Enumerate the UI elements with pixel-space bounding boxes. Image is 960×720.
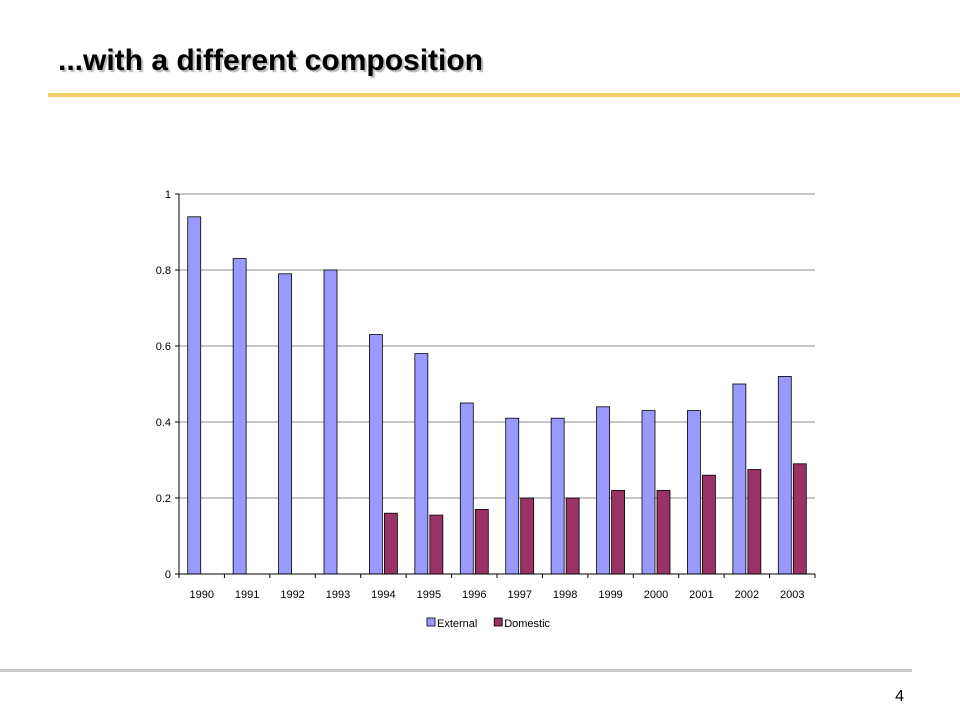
- y-tick-label: 0.2: [156, 493, 171, 505]
- x-tick-label: 1999: [598, 589, 622, 601]
- bar-external-1997: [505, 417, 520, 575]
- x-tick-label: 1990: [189, 589, 213, 601]
- x-tick-label: 1993: [326, 589, 350, 601]
- footer-divider: [0, 669, 912, 672]
- page-number: 4: [895, 688, 904, 705]
- y-tick-label: 0.8: [156, 265, 171, 277]
- title-divider: [48, 93, 960, 97]
- x-tick-label: 1991: [235, 589, 259, 601]
- bar-external-1994: [369, 334, 383, 575]
- x-tick-label: 1996: [462, 589, 486, 601]
- x-tick-label: 2000: [644, 589, 668, 601]
- bar-external-1998: [550, 417, 565, 575]
- axes: 0 0.2 0.4 0.6 0.8 1 1990 1991 1992 1993 1994 1995 19…: [156, 189, 816, 601]
- x-tick-label: 1998: [553, 589, 577, 601]
- bar-external-1999: [596, 406, 610, 575]
- slide-title: ...with a different composition: [58, 44, 484, 77]
- y-tick-label: 0.4: [156, 417, 171, 429]
- bar-domestic-1997: [520, 497, 535, 575]
- y-tick-label: 0: [165, 569, 171, 581]
- bar-external-2002: [732, 383, 747, 575]
- bar-domestic-2000: [656, 489, 671, 575]
- gridlines: [179, 193, 815, 499]
- x-tick-label: 1992: [280, 589, 304, 601]
- bar-external-1990: [187, 216, 202, 575]
- bar-external-1991: [232, 258, 247, 575]
- bar-domestic-1995: [429, 514, 444, 575]
- bar-external-2003: [777, 375, 792, 575]
- y-tick-label: 1: [165, 189, 171, 201]
- bar-domestic-2002: [747, 469, 762, 575]
- bar-domestic-2001: [702, 474, 716, 575]
- bar-domestic-2003: [792, 463, 807, 575]
- bar-external-1992: [278, 273, 292, 575]
- x-tick-label: 2002: [735, 589, 759, 601]
- bar-domestic-1998: [565, 497, 580, 575]
- bar-external-1996: [459, 402, 474, 575]
- x-tick-label: 1997: [507, 589, 531, 601]
- x-tick-label: 2001: [689, 589, 713, 601]
- bar-external-1993: [323, 269, 338, 575]
- legend-swatch-external: [426, 617, 436, 627]
- bar-domestic-1996: [474, 508, 489, 575]
- x-tick-label: 1995: [417, 589, 441, 601]
- y-tick-label: 0.6: [156, 341, 171, 353]
- bar-external-1995: [414, 353, 429, 575]
- bars: [187, 216, 807, 575]
- bar-external-2001: [687, 410, 701, 575]
- bar-domestic-1999: [611, 489, 625, 575]
- bar-domestic-1994: [384, 512, 398, 575]
- x-tick-label: 2003: [780, 589, 804, 601]
- x-tick-label: 1994: [371, 589, 395, 601]
- bar-external-2000: [641, 410, 656, 575]
- legend-swatch-domestic: [493, 617, 503, 627]
- legend-label-domestic: Domestic: [504, 618, 550, 630]
- legend: External Domestic: [426, 617, 551, 630]
- legend-label-external: External: [437, 618, 477, 630]
